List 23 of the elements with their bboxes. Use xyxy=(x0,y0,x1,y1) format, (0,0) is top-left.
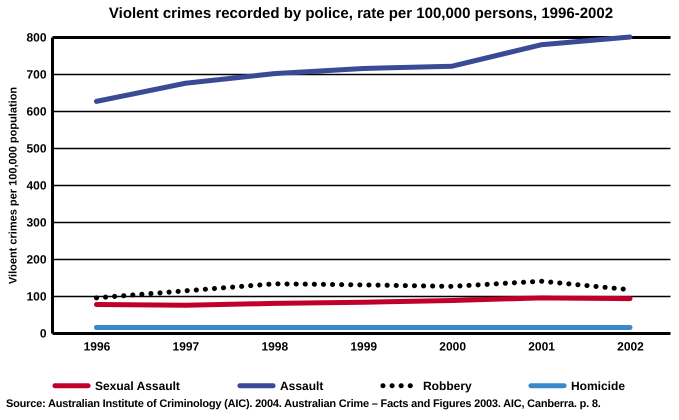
x-tick-label: 1997 xyxy=(172,340,200,354)
x-tick-label: 1999 xyxy=(350,340,378,354)
y-tick-label: 100 xyxy=(26,290,47,304)
y-tick-label: 400 xyxy=(26,178,47,192)
y-axis-title: Viloent crimes per 100,000 population xyxy=(7,86,20,284)
legend-label: Sexual Assault xyxy=(95,378,180,393)
x-tick-label: 2002 xyxy=(617,340,644,354)
x-tick-label: 1996 xyxy=(84,340,111,354)
y-tick-label: 600 xyxy=(26,104,47,118)
legend-label: Robbery xyxy=(423,378,472,393)
y-tick-label: 200 xyxy=(26,252,47,266)
chart-title: Violent crimes recorded by police, rate per 100,000 persons, 1996-2002 xyxy=(108,5,614,22)
x-tick-label: 2001 xyxy=(528,340,556,354)
y-tick-label: 800 xyxy=(26,30,47,44)
y-tick-label: 700 xyxy=(26,68,47,82)
y-tick-label: 0 xyxy=(40,326,47,340)
y-tick-label: 300 xyxy=(26,216,47,230)
x-tick-label: 1998 xyxy=(261,340,288,354)
legend-label: Assault xyxy=(280,378,324,393)
source-note: Source: Australian Institute of Criminology (AIC). 2004. Australian Crime – Facts and Figures 2003. AIC, Canberra. p. 8. xyxy=(6,398,602,410)
x-tick-label: 2000 xyxy=(439,340,466,354)
y-tick-label: 500 xyxy=(26,142,47,156)
legend-label: Homicide xyxy=(571,378,626,393)
